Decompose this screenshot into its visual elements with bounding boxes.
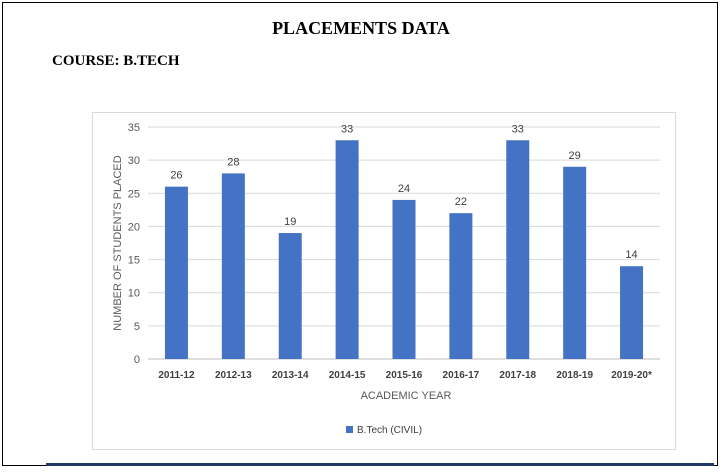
y-axis-label: NUMBER OF STUDENTS PLACED [112, 155, 124, 330]
y-tick-label: 25 [128, 188, 140, 200]
x-tick-label: 2013-14 [272, 370, 309, 381]
legend-swatch [346, 426, 353, 433]
bar [164, 186, 188, 359]
data-label: 24 [398, 183, 410, 195]
x-tick-label: 2011-12 [158, 370, 195, 381]
bottom-rule [46, 463, 714, 466]
data-label: 26 [170, 170, 182, 182]
data-labels: 26 28 19 33 24 22 33 29 14 [170, 123, 637, 261]
x-tick-label: 2015-16 [386, 370, 423, 381]
y-tick-label: 5 [134, 321, 140, 333]
bar [506, 140, 530, 359]
y-tick-labels: 0 5 10 15 20 25 30 35 [128, 122, 140, 366]
x-axis-label: ACADEMIC YEAR [361, 390, 452, 402]
data-label: 22 [455, 196, 467, 208]
bar [392, 199, 416, 359]
data-label: 28 [227, 156, 239, 168]
data-label: 14 [625, 249, 637, 261]
y-tick-label: 10 [128, 288, 140, 300]
x-tick-label: 2016-17 [443, 370, 480, 381]
data-label: 19 [284, 216, 296, 228]
x-tick-label: 2017-18 [499, 370, 536, 381]
x-tick-label: 2012-13 [215, 370, 252, 381]
x-tick-labels: 2011-12 2012-13 2013-14 2014-15 2015-16 2016-… [158, 370, 652, 381]
data-label: 33 [512, 123, 524, 135]
y-tick-label: 0 [134, 354, 140, 366]
legend-label: B.Tech (CIVIL) [357, 425, 422, 436]
bar [221, 173, 245, 359]
x-tick-label: 2018-19 [556, 370, 593, 381]
y-tick-label: 20 [128, 221, 140, 233]
bar [278, 233, 302, 359]
y-tick-label: 15 [128, 255, 140, 267]
data-label: 33 [341, 123, 353, 135]
bar [449, 213, 473, 359]
course-label: COURSE: B.TECH [52, 53, 180, 69]
y-tick-label: 35 [128, 122, 140, 134]
bar [335, 140, 359, 359]
x-tick-label: 2019-20* [611, 370, 652, 381]
bars [164, 140, 644, 359]
bar [563, 166, 587, 359]
page-title: PLACEMENTS DATA [272, 18, 450, 38]
x-tick-label: 2014-15 [329, 370, 366, 381]
data-label: 29 [569, 150, 581, 162]
bar [620, 266, 644, 359]
y-tick-label: 30 [128, 155, 140, 167]
